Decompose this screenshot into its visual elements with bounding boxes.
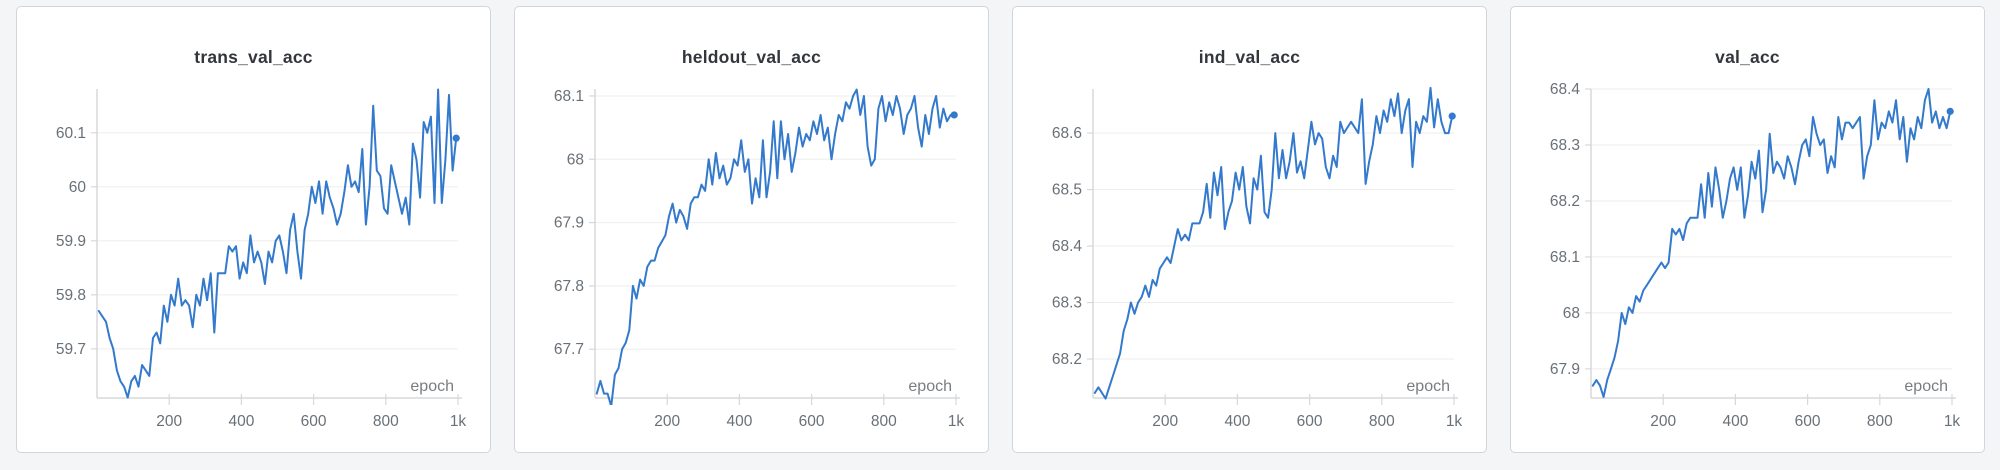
- y-tick-label: 68: [1563, 305, 1580, 322]
- x-tick-label: 400: [726, 413, 752, 430]
- x-tick-label: 600: [799, 413, 825, 430]
- y-tick-label: 67.7: [554, 341, 584, 358]
- x-tick-label: 200: [156, 413, 182, 430]
- y-tick-label: 68.4: [1052, 238, 1083, 255]
- line-chart-ind-val-acc[interactable]: 68.2 68.3 68.4 68.5 68.6 200 400 600 800 1k epoch: [1013, 7, 1486, 452]
- series-group: [595, 88, 958, 405]
- x-tick-label: 200: [654, 413, 680, 430]
- x-tick-label: 800: [373, 413, 399, 430]
- x-tick-label: 800: [1867, 413, 1893, 430]
- chart-panel-heldout-val-acc[interactable]: 67.7 67.8 67.9 68 68.1 200 400 600 800 1k epoch he…: [514, 6, 989, 453]
- series-line: [1093, 86, 1454, 400]
- chart-title: val_acc: [1715, 47, 1780, 67]
- chart-panel-trans-val-acc[interactable]: 59.7 59.8 59.9 60 60.1 200 400 600 800 1k epoch tr…: [16, 6, 491, 453]
- x-tick-label: 600: [301, 413, 327, 430]
- series-line: [97, 88, 458, 399]
- chart-title: trans_val_acc: [194, 47, 313, 67]
- line-chart-trans-val-acc[interactable]: 59.7 59.8 59.9 60 60.1 200 400 600 800 1k epoch: [17, 7, 490, 452]
- series-group: [97, 88, 460, 399]
- y-tick-label: 68.2: [1550, 193, 1580, 210]
- y-tick-label: 68.4: [1550, 81, 1581, 98]
- chart-title: ind_val_acc: [1198, 47, 1301, 67]
- y-tick-label: 68.3: [1052, 295, 1082, 312]
- y-tick-label: 68.1: [1550, 249, 1580, 266]
- series-group: [1591, 88, 1954, 398]
- series-line: [1591, 88, 1952, 398]
- x-tick-label: 400: [1224, 413, 1250, 430]
- x-tick-label: 800: [1369, 413, 1395, 430]
- chart-panel-ind-val-acc[interactable]: 68.2 68.3 68.4 68.5 68.6 200 400 600 800 1k epoch …: [1012, 6, 1487, 453]
- x-tick-label: 200: [1152, 413, 1178, 430]
- x-tick-label: 200: [1650, 413, 1676, 430]
- y-tick-label: 68.3: [1550, 137, 1580, 154]
- series-line: [595, 88, 956, 405]
- x-tick-label: 1k: [1944, 413, 1961, 430]
- y-tick-label: 59.7: [56, 341, 86, 358]
- x-tick-label: 800: [871, 413, 897, 430]
- y-tick-label: 60: [69, 179, 87, 196]
- last-point-marker: [1946, 107, 1954, 115]
- last-point-marker: [950, 111, 958, 119]
- x-tick-label: 600: [1297, 413, 1323, 430]
- y-tick-label: 68.6: [1052, 125, 1082, 142]
- y-tick-label: 67.9: [1550, 361, 1580, 378]
- y-tick-label: 68.5: [1052, 182, 1082, 199]
- x-tick-label: 1k: [948, 413, 965, 430]
- y-tick-label: 60.1: [56, 125, 86, 142]
- y-tick-label: 67.9: [554, 215, 584, 232]
- x-axis-label: epoch: [410, 378, 454, 395]
- last-point-marker: [452, 134, 460, 142]
- series-group: [1093, 86, 1456, 400]
- y-tick-label: 68.2: [1052, 351, 1082, 368]
- chart-panel-val-acc[interactable]: 67.9 68 68.1 68.2 68.3 68.4 200 400 600 800 1k epoc…: [1510, 6, 1985, 453]
- x-tick-label: 400: [228, 413, 254, 430]
- line-chart-heldout-val-acc[interactable]: 67.7 67.8 67.9 68 68.1 200 400 600 800 1k epoch: [515, 7, 988, 452]
- y-tick-label: 67.8: [554, 278, 584, 295]
- x-axis-label: epoch: [1406, 378, 1450, 395]
- x-tick-label: 600: [1795, 413, 1821, 430]
- line-chart-val-acc[interactable]: 67.9 68 68.1 68.2 68.3 68.4 200 400 600 800 1k epoc…: [1511, 7, 1984, 452]
- x-axis-label: epoch: [908, 378, 952, 395]
- x-axis-label: epoch: [1904, 378, 1948, 395]
- y-tick-label: 59.8: [56, 287, 86, 304]
- last-point-marker: [1448, 112, 1456, 120]
- y-tick-label: 68.1: [554, 88, 584, 105]
- y-tick-label: 59.9: [56, 233, 86, 250]
- x-tick-label: 1k: [1446, 413, 1463, 430]
- x-tick-label: 400: [1722, 413, 1748, 430]
- chart-title: heldout_val_acc: [681, 47, 822, 67]
- x-tick-label: 1k: [450, 413, 467, 430]
- y-tick-label: 68: [567, 151, 584, 168]
